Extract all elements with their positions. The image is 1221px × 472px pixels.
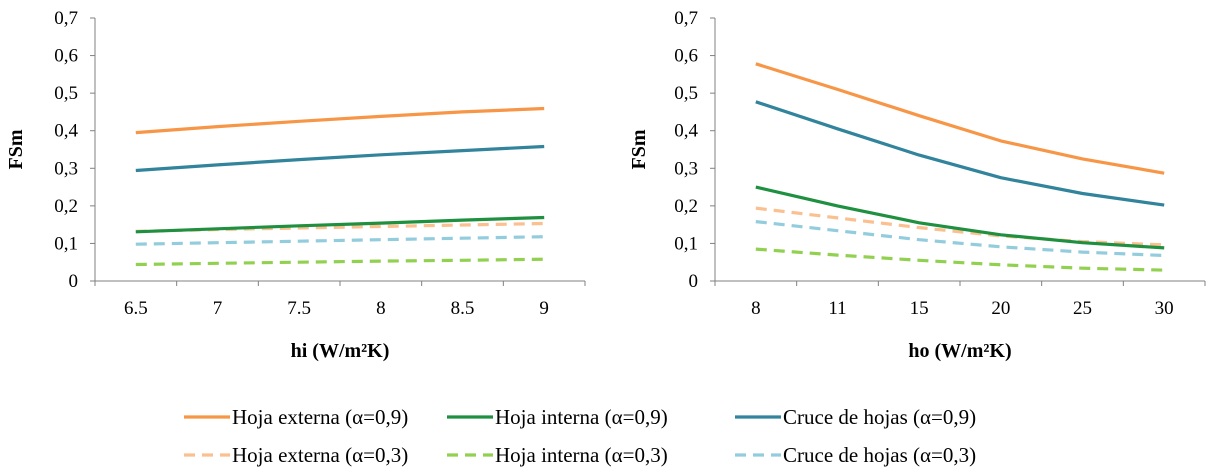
x-tick-label: 25 xyxy=(1073,298,1092,319)
y-tick-label: 0 xyxy=(69,271,79,292)
legend-swatch xyxy=(735,415,781,419)
x-tick-label: 8 xyxy=(376,298,386,319)
series-line-hoja-interna-alpha-0-3 xyxy=(755,247,1165,272)
y-tick-label: 0,5 xyxy=(674,83,698,104)
chart-ho: 0 0,1 0,2 0,3 0,4 0,5 0,6 0,7 8 11 15 20 25 30 ho (W/m… xyxy=(628,8,1206,362)
legend-row: Hoja externa (α=0,3) Hoja interna (α=0,3)… xyxy=(182,440,1061,470)
x-axis-title: hi (W/m²K) xyxy=(291,340,390,362)
series-line-hoja-interna-alpha-0-3 xyxy=(135,257,545,267)
x-tick-label: 9 xyxy=(539,298,549,319)
legend-swatch xyxy=(447,453,493,457)
legend-item-hoja-interna-alpha-0-9: Hoja interna (α=0,9) xyxy=(445,405,725,430)
y-tick-label: 0,3 xyxy=(54,158,78,179)
y-tick-label: 0,5 xyxy=(54,83,78,104)
legend-item-hoja-externa-alpha-0-9: Hoja externa (α=0,9) xyxy=(182,405,437,430)
legend-swatch xyxy=(184,453,230,457)
x-tick-label: 11 xyxy=(828,298,846,319)
y-tick-label: 0 xyxy=(689,271,699,292)
legend-label: Hoja externa (α=0,3) xyxy=(232,442,409,467)
legend-item-cruce-de-hojas-alpha-0-9: Cruce de hojas (α=0,9) xyxy=(733,405,1053,430)
series-line-cruce-de-hojas-alpha-0-3 xyxy=(135,235,545,246)
series-line-cruce-de-hojas-alpha-0-9 xyxy=(135,144,545,173)
y-tick-label: 0,2 xyxy=(54,196,78,217)
y-tick-label: 0,4 xyxy=(674,121,698,142)
legend-label: Cruce de hojas (α=0,3) xyxy=(783,442,977,467)
chart-hi: 0 0,1 0,2 0,3 0,4 0,5 0,6 0,7 6.5 7 7.5 8 8.5 9 hi (W/… xyxy=(5,8,586,362)
series-line-cruce-de-hojas-alpha-0-3 xyxy=(755,220,1165,258)
legend-swatch xyxy=(735,453,781,457)
y-tick-label: 0,1 xyxy=(54,233,78,254)
legend-item-hoja-interna-alpha-0-3: Hoja interna (α=0,3) xyxy=(445,443,725,468)
x-tick-label: 8.5 xyxy=(451,298,475,319)
y-tick-label: 0,7 xyxy=(54,8,78,29)
legend-label: Hoja interna (α=0,9) xyxy=(495,404,668,429)
y-tick-label: 0,1 xyxy=(674,233,698,254)
series-line-hoja-externa-alpha-0-9 xyxy=(135,106,545,135)
legend-item-hoja-externa-alpha-0-3: Hoja externa (α=0,3) xyxy=(182,443,437,468)
y-tick-label: 0,6 xyxy=(54,46,78,67)
legend-label: Cruce de hojas (α=0,9) xyxy=(783,404,977,429)
x-tick-label: 20 xyxy=(991,298,1010,319)
x-axis-title: ho (W/m²K) xyxy=(908,340,1011,362)
legend-label: Hoja interna (α=0,3) xyxy=(495,442,668,467)
y-tick-label: 0,2 xyxy=(674,196,698,217)
series-line-hoja-externa-alpha-0-3 xyxy=(755,206,1165,247)
series-line-cruce-de-hojas-alpha-0-9 xyxy=(755,100,1165,207)
legend-row: Hoja externa (α=0,9) Hoja interna (α=0,9)… xyxy=(182,402,1061,432)
series-line-hoja-externa-alpha-0-9 xyxy=(755,62,1165,175)
x-tick-label: 7 xyxy=(213,298,223,319)
y-tick-label: 0,6 xyxy=(674,46,698,67)
y-axis-title: FSm xyxy=(628,129,650,169)
legend-item-cruce-de-hojas-alpha-0-3: Cruce de hojas (α=0,3) xyxy=(733,443,1053,468)
y-tick-label: 0,3 xyxy=(674,158,698,179)
y-tick-label: 0,4 xyxy=(54,121,78,142)
x-tick-label: 8 xyxy=(751,298,761,319)
y-axis-title: FSm xyxy=(5,129,27,169)
legend-swatch xyxy=(447,415,493,419)
legend-label: Hoja externa (α=0,9) xyxy=(232,404,409,429)
y-tick-label: 0,7 xyxy=(674,8,698,29)
series-line-hoja-interna-alpha-0-9 xyxy=(135,215,545,234)
legend-swatch xyxy=(184,415,230,419)
series-line-hoja-externa-alpha-0-3 xyxy=(135,221,545,233)
x-tick-label: 7.5 xyxy=(287,298,311,319)
x-tick-label: 15 xyxy=(910,298,929,319)
x-tick-label: 6.5 xyxy=(124,298,148,319)
legend: Hoja externa (α=0,9) Hoja interna (α=0,9)… xyxy=(0,400,1221,472)
series-line-hoja-interna-alpha-0-9 xyxy=(755,185,1165,250)
x-tick-label: 30 xyxy=(1155,298,1174,319)
